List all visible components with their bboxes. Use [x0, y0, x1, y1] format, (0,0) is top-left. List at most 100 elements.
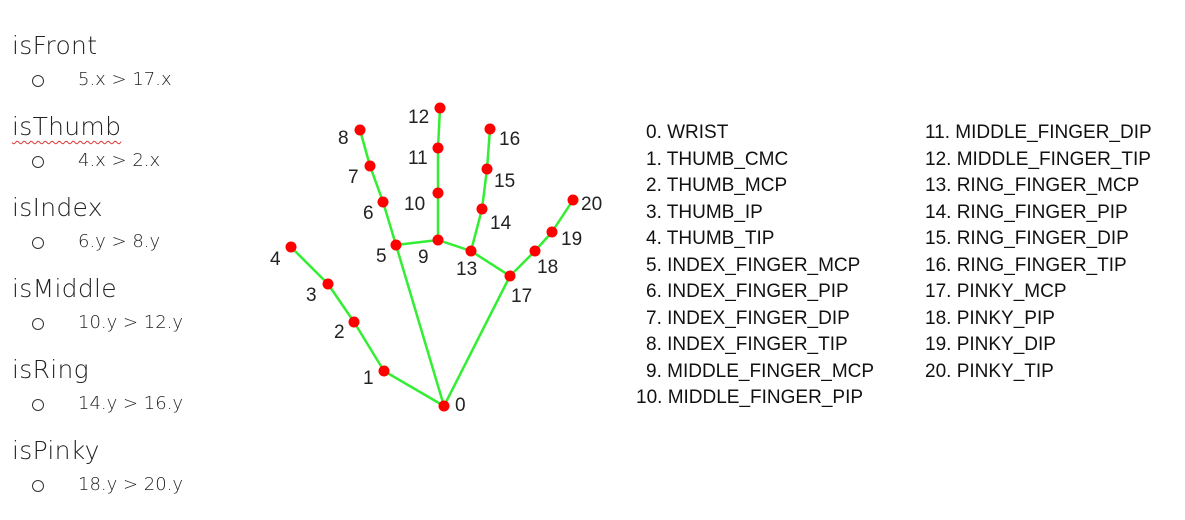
joint-11 — [432, 142, 444, 154]
bone-7-8 — [358, 129, 372, 167]
bone-1-2 — [352, 321, 386, 372]
bone-17-18 — [509, 250, 536, 277]
joint-label-5: 5 — [376, 246, 387, 267]
landmark-item: 9. MIDDLE_FINGER_MCP — [646, 360, 875, 382]
rule-title: isMiddle — [12, 274, 117, 303]
landmark-item: 15. RING_FINGER_DIP — [925, 228, 1129, 249]
joint-label-18: 18 — [537, 257, 558, 278]
landmark-item: 1. THUMB_CMC — [646, 148, 789, 170]
joint-label-19: 19 — [561, 229, 582, 250]
circle-bullet-icon — [32, 480, 44, 492]
joint-label-11: 11 — [408, 148, 428, 169]
joint-17 — [504, 270, 516, 282]
bone-0-17 — [442, 275, 512, 407]
bone-0-5 — [394, 244, 446, 407]
rule-condition: 6.y > 8.y — [78, 231, 161, 252]
joint-19 — [546, 226, 558, 238]
circle-bullet-icon — [32, 237, 44, 249]
landmark-item: 12. MIDDLE_FINGER_TIP — [925, 148, 1151, 170]
landmark-item: 3. THUMB_IP — [646, 201, 763, 223]
landmark-item: 7. INDEX_FINGER_DIP — [646, 307, 850, 329]
landmark-item: 17. PINKY_MCP — [925, 281, 1067, 302]
bone-5-9 — [395, 238, 439, 247]
landmark-item: 4. THUMB_TIP — [646, 228, 775, 249]
joint-label-17: 17 — [511, 286, 532, 307]
bone-15-16 — [485, 128, 492, 170]
joint-label-1: 1 — [363, 368, 374, 389]
bone-0-1 — [383, 369, 445, 408]
joint-label-8: 8 — [338, 128, 349, 149]
joint-4 — [285, 241, 297, 253]
joint-label-7: 7 — [348, 167, 359, 188]
joint-9 — [432, 234, 444, 246]
landmark-item: 18. PINKY_PIP — [925, 307, 1055, 329]
joint-13 — [465, 245, 477, 257]
rule-condition: 4.x > 2.x — [78, 150, 161, 171]
joint-2 — [348, 316, 360, 328]
bone-13-14 — [469, 208, 484, 252]
circle-bullet-icon — [32, 156, 44, 168]
rule-condition: 10.y > 12.y — [78, 312, 184, 333]
bone-3-4 — [290, 246, 329, 285]
bone-14-15 — [480, 168, 489, 210]
joint-label-10: 10 — [404, 194, 425, 215]
rule-title: isRing — [12, 355, 89, 384]
landmark-item: 8. INDEX_FINGER_TIP — [646, 334, 848, 355]
landmark-legend-column-1: 0. WRIST 1. THUMB_CMC 2. THUMB_MCP 3. THUMB… — [636, 120, 874, 412]
landmark-item: 16. RING_FINGER_TIP — [925, 254, 1127, 276]
circle-bullet-icon — [32, 318, 44, 330]
circle-bullet-icon — [32, 399, 44, 411]
landmark-item: 13. RING_FINGER_MCP — [925, 175, 1140, 196]
bone-11-12 — [436, 107, 442, 149]
joints — [285, 102, 579, 412]
circle-bullet-icon — [32, 75, 44, 87]
landmark-legend-column-2: 11. MIDDLE_FINGER_DIP 12. MIDDLE_FINGER_T… — [925, 120, 1152, 385]
joint-label-2: 2 — [334, 322, 345, 343]
joint-0 — [438, 400, 450, 412]
rule-is-front: isFront 5.x > 17.x — [12, 26, 292, 107]
joint-label-6: 6 — [363, 203, 374, 224]
landmark-item: 10. MIDDLE_FINGER_PIP — [636, 387, 864, 408]
joint-3 — [322, 278, 334, 290]
joint-label-0: 0 — [455, 395, 466, 416]
rule-is-thumb: isThumb 4.x > 2.x — [12, 107, 292, 188]
joint-16 — [484, 123, 496, 135]
bone-5-6 — [381, 201, 398, 246]
rule-is-ring: isRing 14.y > 16.y — [12, 350, 292, 431]
bone-2-3 — [326, 283, 356, 323]
joint-label-16: 16 — [499, 129, 520, 150]
joint-label-13: 13 — [456, 259, 477, 280]
joint-label-20: 20 — [581, 194, 602, 215]
landmark-item: 20. PINKY_TIP — [925, 360, 1054, 382]
joint-label-4: 4 — [270, 249, 281, 270]
rule-condition: 5.x > 17.x — [78, 69, 172, 90]
joint-8 — [354, 124, 366, 136]
bone-6-7 — [368, 165, 385, 203]
rule-title: isFront — [12, 31, 98, 60]
joint-12 — [434, 102, 446, 114]
joint-label-15: 15 — [494, 171, 515, 192]
rule-title: isPinky — [12, 436, 100, 465]
rule-is-index: isIndex 6.y > 8.y — [12, 188, 292, 269]
rule-is-pinky: isPinky 18.y > 20.y — [12, 431, 292, 512]
rule-condition: 18.y > 20.y — [78, 474, 184, 495]
joint-label-12: 12 — [408, 107, 429, 128]
joint-18 — [529, 245, 541, 257]
joint-label-9: 9 — [418, 247, 429, 268]
bones — [290, 107, 575, 408]
joint-1 — [378, 365, 390, 377]
rules-list: isFront 5.x > 17.x isThumb 4.x > 2.x isI… — [12, 26, 292, 512]
bone-19-20 — [550, 199, 575, 233]
joint-7 — [364, 160, 376, 172]
bone-9-13 — [437, 238, 472, 253]
rule-is-middle: isMiddle 10.y > 12.y — [12, 269, 292, 350]
rule-title: isThumb — [12, 112, 122, 141]
joint-15 — [481, 163, 493, 175]
joint-6 — [377, 196, 389, 208]
joint-label-14: 14 — [490, 213, 512, 234]
rule-condition: 14.y > 16.y — [78, 393, 184, 414]
joint-5 — [390, 239, 402, 251]
joint-10 — [432, 187, 444, 199]
